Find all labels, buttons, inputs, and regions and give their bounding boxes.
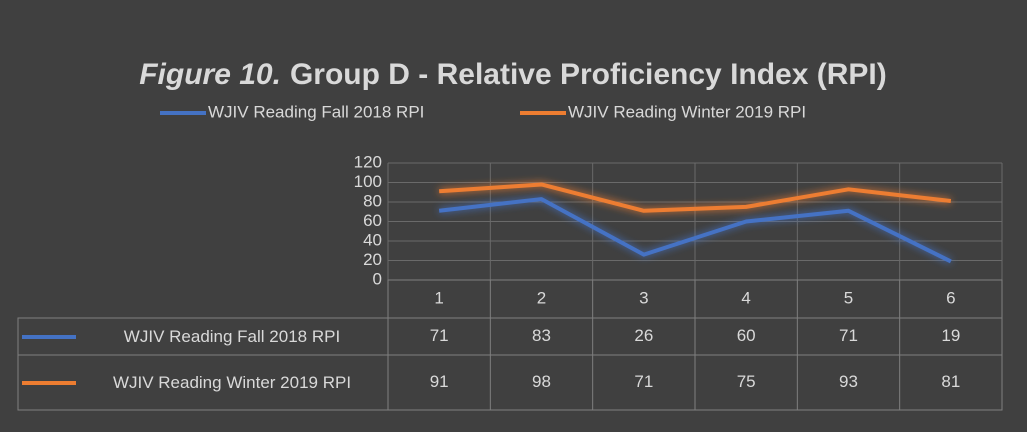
y-tick-label: 80 bbox=[363, 191, 382, 210]
table-value: 71 bbox=[430, 326, 449, 345]
y-tick-label: 60 bbox=[363, 211, 382, 230]
y-tick-label: 20 bbox=[363, 250, 382, 269]
table-value: 98 bbox=[532, 372, 551, 391]
title-prefix: Figure 10. bbox=[139, 58, 281, 91]
table-value: 60 bbox=[737, 326, 756, 345]
table-row-header: WJIV Reading Winter 2019 RPI bbox=[22, 355, 384, 410]
y-tick-label: 120 bbox=[354, 152, 382, 171]
table-row-header: WJIV Reading Fall 2018 RPI bbox=[22, 318, 384, 355]
chart-title: Group D - Relative Proficiency Index (RP… bbox=[290, 58, 887, 91]
table-value: 93 bbox=[839, 372, 858, 391]
row-header-label: WJIV Reading Fall 2018 RPI bbox=[123, 326, 341, 346]
row-swatch bbox=[22, 380, 76, 385]
legend-label: WJIV Reading Winter 2019 RPI bbox=[568, 102, 806, 121]
row-header-cell: WJIV Reading Fall 2018 RPI bbox=[22, 318, 384, 355]
row-header-label: WJIV Reading Winter 2019 RPI bbox=[112, 372, 352, 392]
x-tick-label: 6 bbox=[946, 288, 955, 307]
table-value: 83 bbox=[532, 326, 551, 345]
series-line bbox=[439, 182, 952, 213]
x-tick-label: 2 bbox=[537, 288, 546, 307]
table-value: 75 bbox=[737, 372, 756, 391]
x-tick-label: 1 bbox=[434, 288, 443, 307]
chart-title-group: Figure 10. Group D - Relative Proficiency… bbox=[139, 58, 887, 91]
table-value: 19 bbox=[941, 326, 960, 345]
row-swatch bbox=[22, 334, 76, 339]
series-line bbox=[438, 197, 952, 264]
legend-label: WJIV Reading Fall 2018 RPI bbox=[208, 102, 424, 121]
y-tick-label: 40 bbox=[363, 230, 382, 249]
x-tick-label: 4 bbox=[741, 288, 750, 307]
table-value: 71 bbox=[634, 372, 653, 391]
table-value: 91 bbox=[430, 372, 449, 391]
table-value: 81 bbox=[941, 372, 960, 391]
table-value: 26 bbox=[634, 326, 653, 345]
row-header-cell: WJIV Reading Winter 2019 RPI bbox=[22, 355, 384, 410]
y-tick-label: 0 bbox=[373, 269, 382, 288]
y-tick-label: 100 bbox=[354, 172, 382, 191]
x-tick-label: 3 bbox=[639, 288, 648, 307]
x-tick-label: 5 bbox=[844, 288, 853, 307]
table-value: 71 bbox=[839, 326, 858, 345]
